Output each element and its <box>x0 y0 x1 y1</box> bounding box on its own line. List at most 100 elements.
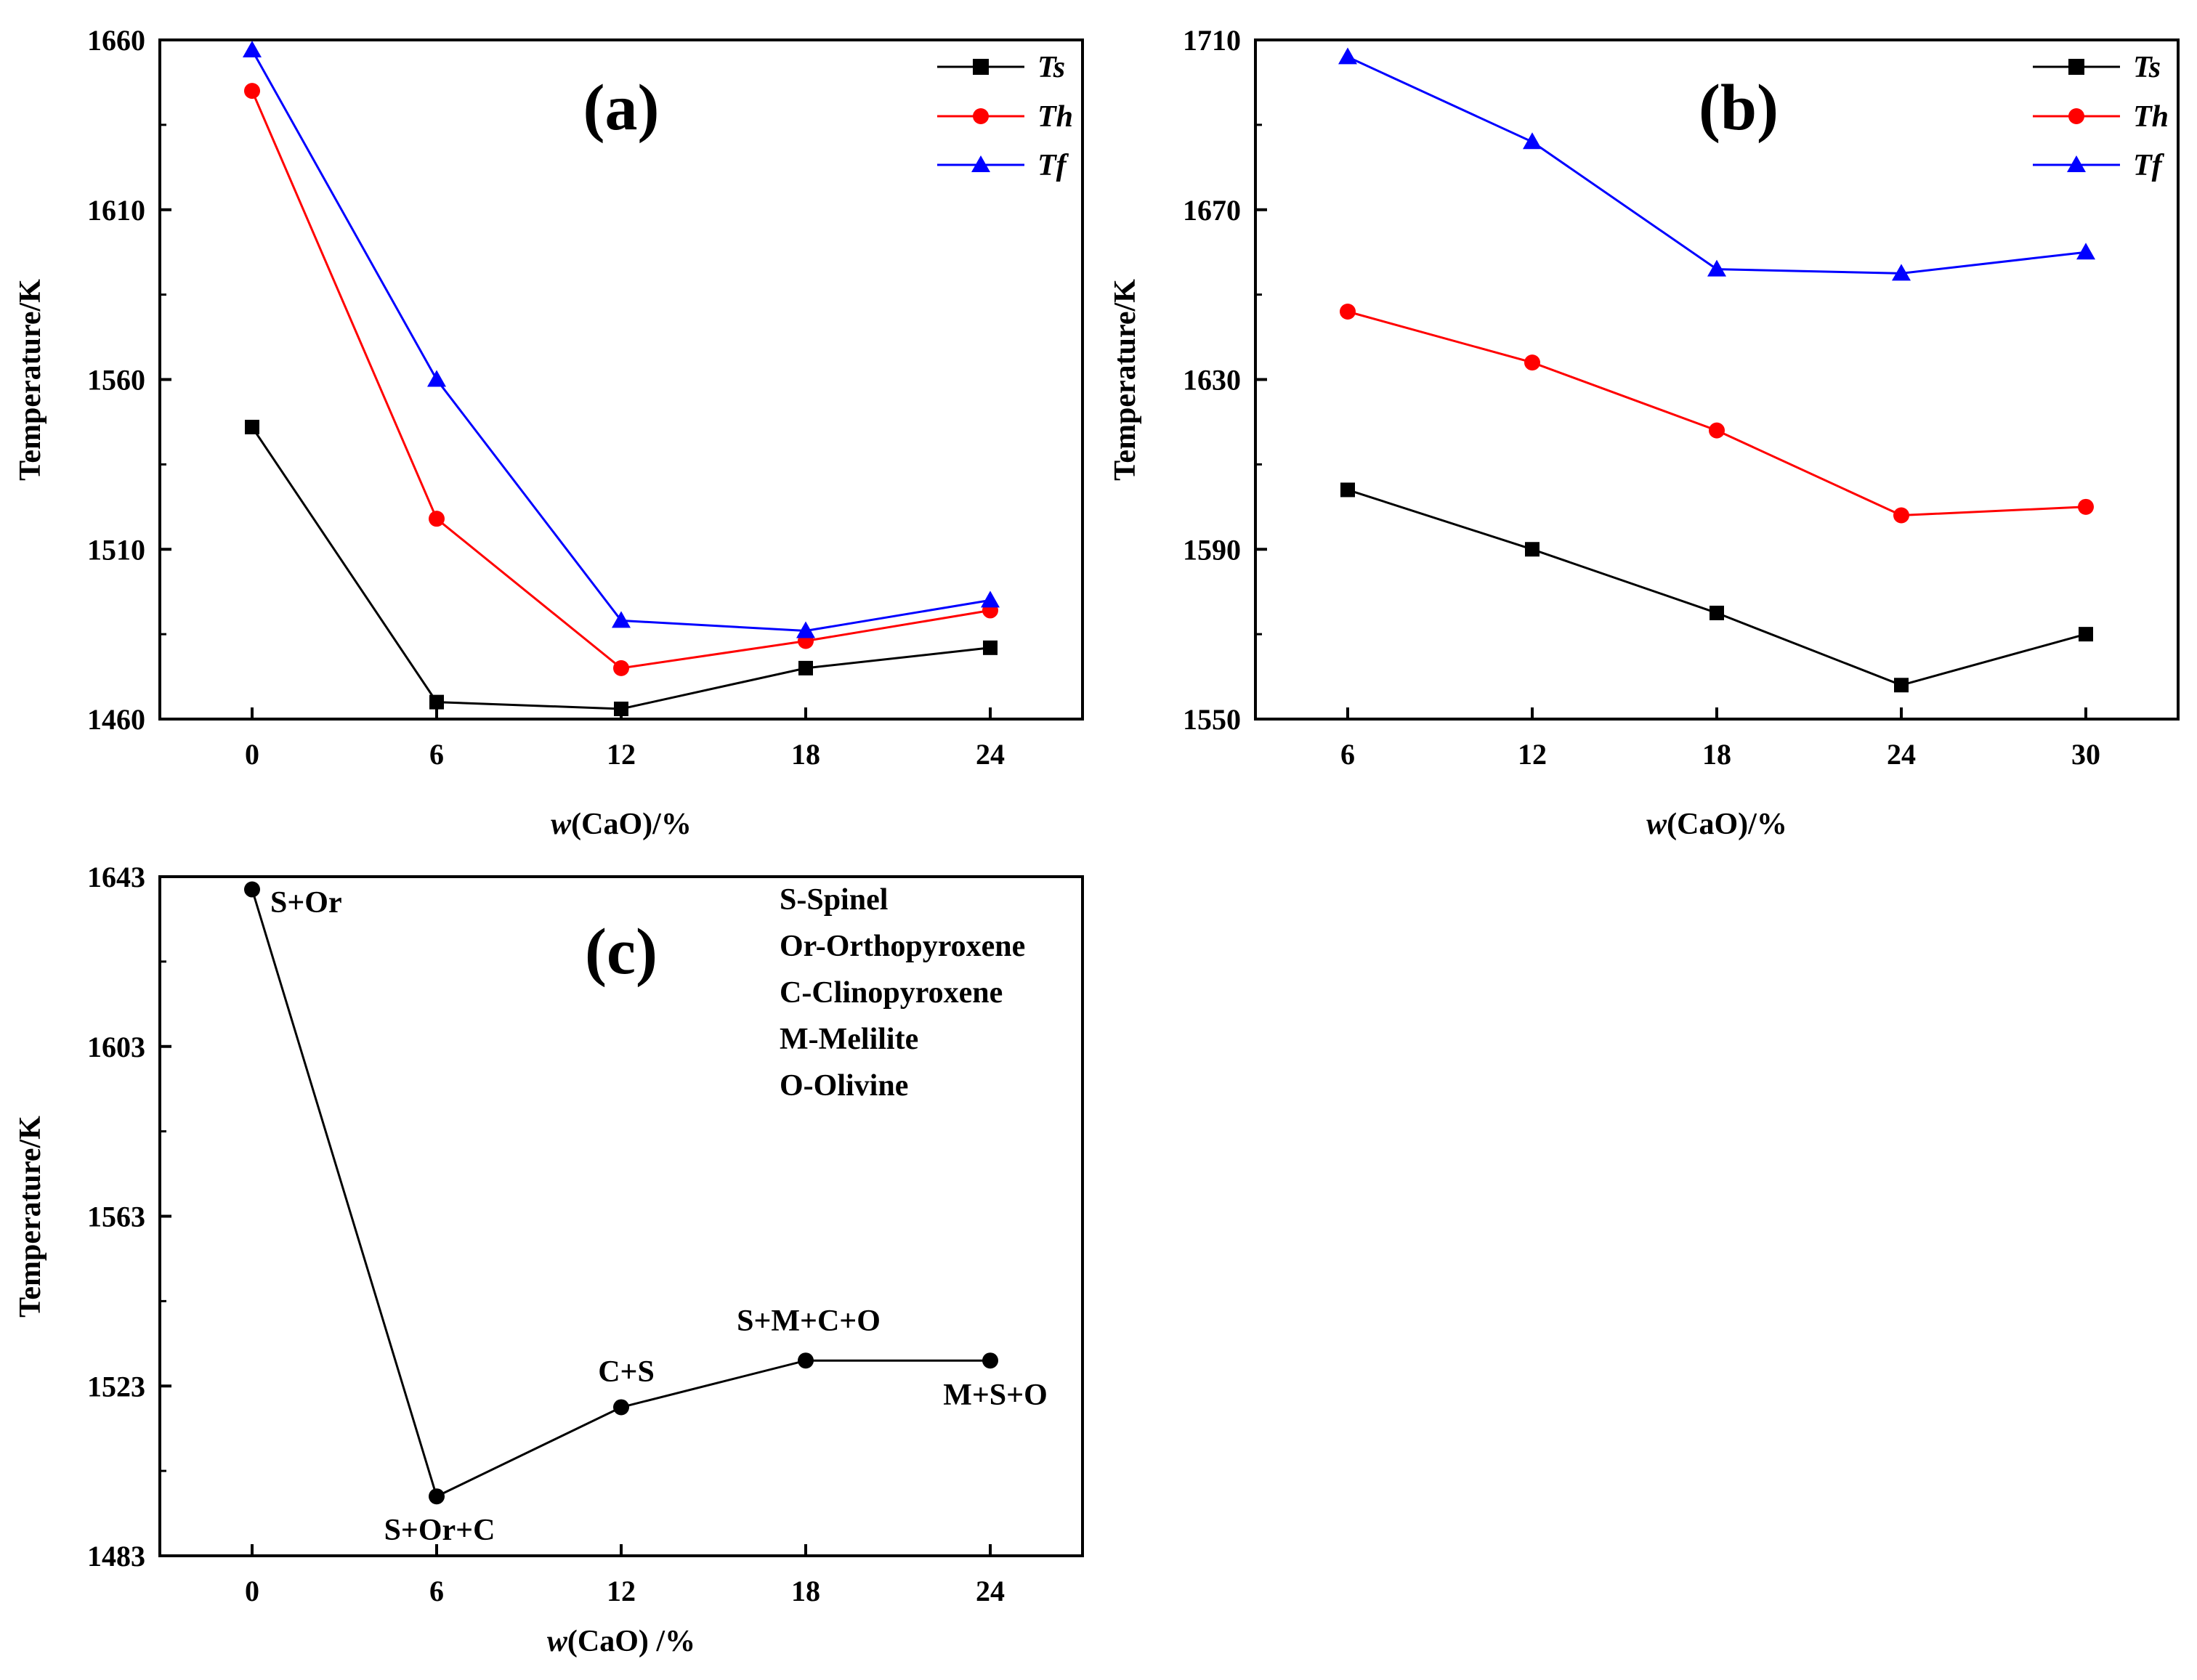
y-tick-label: 1603 <box>87 1031 145 1063</box>
series-tf-point <box>1707 259 1726 277</box>
y-tick-label: 1610 <box>87 194 145 227</box>
series-ts-point <box>1340 482 1355 498</box>
series-ts-point <box>1525 542 1539 557</box>
series-tf-point <box>2076 243 2095 260</box>
x-tick-label: 24 <box>976 738 1005 771</box>
y-tick-label: 1590 <box>1183 533 1241 566</box>
legend-th-marker <box>973 108 989 124</box>
legend-ts-label: Ts <box>2133 51 2161 84</box>
y-tick-label: 1630 <box>1183 364 1241 397</box>
x-tick-label: 18 <box>791 738 820 771</box>
legend-th-marker <box>2068 108 2084 124</box>
x-tick-label: 6 <box>429 738 444 771</box>
x-tick-label: 30 <box>2071 738 2100 771</box>
series-tf-point <box>796 621 815 638</box>
panel-b-series <box>1338 47 2095 693</box>
series-tf-point <box>427 370 446 387</box>
legend-tf-label: Tf <box>2133 149 2165 182</box>
series-ts-point <box>1710 605 1724 620</box>
panel-b-y-ticks: 1550 1590 1630 1670 1710 <box>1183 24 1267 736</box>
legend-tf-marker <box>2067 155 2086 172</box>
abbreviation-item: S-Spinel <box>780 883 888 917</box>
panel-a-series <box>243 41 1000 716</box>
series-th-line <box>1347 310 2087 517</box>
panel-c-series <box>244 881 998 1505</box>
x-tick-label: 0 <box>245 738 259 771</box>
series-liquidus-point <box>798 1352 814 1369</box>
panel-a-letter: (a) <box>583 72 660 144</box>
panel-a: 1460 1510 1560 1610 1660 0 6 12 18 24 (a) Temper… <box>14 24 1084 841</box>
panel-a-x-axis-title: w(CaO)/% <box>551 808 692 841</box>
y-tick-label: 1560 <box>87 364 145 397</box>
x-tick-label: 0 <box>245 1575 259 1607</box>
series-tf-point <box>1523 132 1542 150</box>
panel-b-letter: (b) <box>1699 72 1779 144</box>
point-label: S+Or <box>270 886 342 920</box>
series-th-point <box>244 83 260 100</box>
panel-c: 1483 1523 1563 1603 1643 0 6 12 18 24 S+Or S+Or+… <box>14 861 1084 1658</box>
panel-a-legend: Ts Th Tf <box>937 51 1073 182</box>
series-ts-point <box>983 640 998 655</box>
legend-th-label: Th <box>2133 100 2169 134</box>
panel-a-x-ticks: 0 6 12 18 24 <box>245 707 1005 771</box>
x-tick-label: 12 <box>1518 738 1547 771</box>
panel-b: 1550 1590 1630 1670 1710 6 12 18 24 30 (b) Tempe… <box>1109 24 2180 841</box>
panel-c-y-ticks: 1483 1523 1563 1603 1643 <box>87 861 171 1573</box>
panel-a-y-axis-title: Temperature/K <box>14 279 47 481</box>
x-tick-label: 12 <box>607 738 636 771</box>
panel-c-abbreviation-list: S-Spinel Or-Orthopyroxene C-Clinopyroxen… <box>780 883 1025 1103</box>
y-tick-label: 1670 <box>1183 194 1241 227</box>
abbreviation-item: O-Olivine <box>780 1069 908 1103</box>
series-liquidus-point <box>429 1488 445 1505</box>
panel-b-x-axis-title: w(CaO)/% <box>1646 808 1787 841</box>
y-tick-label: 1460 <box>87 703 145 736</box>
panel-c-point-labels: S+Or S+Or+C C+S S+M+C+O M+S+O <box>270 886 1048 1547</box>
legend-tf-label: Tf <box>1037 149 1069 182</box>
series-th-point <box>1893 507 1909 524</box>
series-tf-point <box>1338 47 1357 65</box>
x-tick-label: 6 <box>429 1575 444 1607</box>
series-tf-point <box>981 591 1000 608</box>
abbreviation-item: Or-Orthopyroxene <box>780 930 1025 963</box>
panel-b-y-axis-title: Temperature/K <box>1109 279 1142 481</box>
series-liquidus-point <box>244 881 260 898</box>
series-th-point <box>429 511 445 527</box>
series-tf-point <box>1892 264 1911 281</box>
x-tick-label: 24 <box>1887 738 1916 771</box>
y-tick-label: 1643 <box>87 861 145 893</box>
series-th-point <box>1709 422 1725 439</box>
y-tick-label: 1523 <box>87 1370 145 1403</box>
panel-c-x-axis-title: w(CaO) /% <box>547 1625 695 1658</box>
y-tick-label: 1550 <box>1183 703 1241 736</box>
panel-c-x-ticks: 0 6 12 18 24 <box>245 1544 1005 1607</box>
x-tick-label: 12 <box>607 1575 636 1607</box>
series-liquidus-point <box>982 1352 998 1369</box>
series-th-line <box>251 90 991 670</box>
point-label: S+Or+C <box>384 1514 495 1547</box>
y-tick-label: 1563 <box>87 1201 145 1233</box>
legend-ts-marker <box>973 59 989 75</box>
series-th-point <box>2078 498 2094 515</box>
x-tick-label: 24 <box>976 1575 1005 1607</box>
series-ts-point <box>429 694 444 710</box>
panel-a-y-ticks: 1460 1510 1560 1610 1660 <box>87 24 171 736</box>
y-tick-label: 1660 <box>87 24 145 57</box>
y-tick-label: 1483 <box>87 1540 145 1573</box>
legend-th-label: Th <box>1037 100 1073 134</box>
series-ts-point <box>614 701 628 716</box>
abbreviation-item: C-Clinopyroxene <box>780 976 1003 1010</box>
y-tick-label: 1510 <box>87 533 145 566</box>
x-tick-label: 18 <box>1702 738 1731 771</box>
series-liquidus-point <box>613 1399 629 1416</box>
abbreviation-item: M-Melilite <box>780 1023 918 1056</box>
series-ts-point <box>2079 627 2093 642</box>
series-tf-point <box>612 611 631 628</box>
panel-c-y-axis-title: Temperature/K <box>14 1116 47 1318</box>
legend-ts-label: Ts <box>1037 51 1065 84</box>
point-label: M+S+O <box>943 1379 1048 1412</box>
series-ts-point <box>245 419 259 434</box>
panel-b-x-ticks: 6 12 18 24 30 <box>1340 707 2100 771</box>
series-ts-point <box>1894 678 1909 693</box>
